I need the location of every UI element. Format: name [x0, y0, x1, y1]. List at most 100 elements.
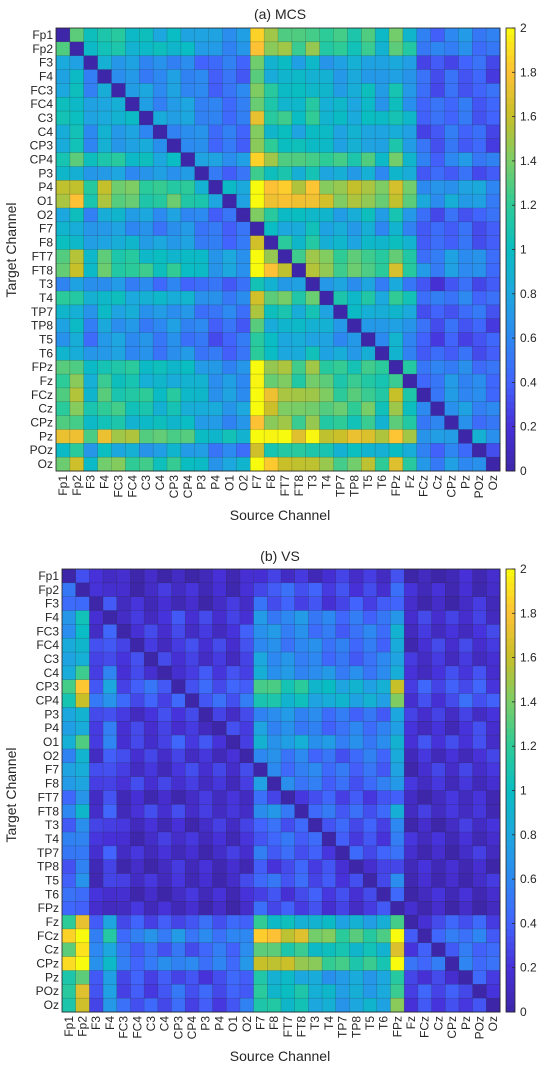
heatmap-cell: [362, 637, 378, 653]
heatmap-cell: [267, 790, 282, 805]
y-tick-label: T6: [45, 887, 59, 901]
heatmap-cell: [157, 887, 173, 902]
heatmap-cell: [61, 637, 77, 653]
heatmap-cell: [321, 651, 337, 667]
heatmap-cell: [75, 707, 90, 722]
heatmap-cell: [361, 346, 376, 361]
heatmap-cell: [390, 845, 405, 861]
heatmap-cell: [194, 138, 210, 154]
heatmap-cell: [171, 651, 186, 667]
heatmap-cell: [444, 69, 459, 84]
heatmap-cell: [263, 360, 279, 375]
heatmap-cell: [253, 914, 268, 930]
colorbar-segment: [506, 658, 515, 667]
heatmap-cell: [267, 707, 282, 722]
heatmap-cell: [388, 207, 404, 223]
heatmap-cell: [97, 96, 113, 112]
x-tick-label: T5: [361, 475, 375, 489]
heatmap-cell: [349, 651, 364, 667]
heatmap-cell: [171, 831, 186, 847]
y-tick-label: C4: [44, 666, 60, 680]
heatmap-cell: [403, 568, 419, 584]
heatmap-cell: [431, 859, 446, 875]
y-tick-label: TP7: [31, 305, 53, 319]
heatmap-cell: [208, 443, 224, 458]
heatmap-cell: [116, 596, 131, 612]
heatmap-cell: [430, 166, 446, 181]
colorbar-tick-label: 0.6: [520, 331, 537, 345]
heatmap-cell: [305, 249, 321, 264]
heatmap-cell: [486, 610, 501, 625]
heatmap-cell: [308, 984, 323, 999]
heatmap-cell: [116, 873, 131, 888]
heatmap-cell: [180, 124, 196, 140]
x-tick-label: Fz: [403, 475, 417, 488]
heatmap-cell: [61, 942, 77, 958]
colorbar-tick-label: 0: [520, 1005, 527, 1019]
heatmap-cell: [97, 373, 113, 389]
heatmap-cell: [139, 235, 154, 251]
heatmap-cell: [198, 859, 214, 875]
chart-title: (b) VS: [260, 548, 300, 564]
heatmap-cell: [403, 776, 419, 792]
heatmap-cell: [308, 928, 323, 944]
heatmap-cell: [198, 887, 214, 902]
colorbar-segment: [506, 180, 515, 188]
heatmap-cell: [291, 373, 307, 389]
heatmap-cell: [89, 956, 104, 972]
heatmap-cell: [253, 610, 268, 625]
heatmap-cell: [431, 804, 446, 819]
heatmap-cell: [130, 679, 145, 695]
heatmap-cell: [472, 831, 487, 847]
heatmap-cell: [69, 304, 85, 320]
heatmap-cell: [208, 373, 224, 389]
heatmap-cell: [376, 804, 392, 819]
heatmap-cell: [226, 887, 241, 902]
heatmap-cell: [361, 69, 376, 84]
heatmap-cell: [171, 790, 186, 805]
heatmap-cell: [349, 873, 364, 888]
heatmap-cell: [166, 110, 182, 126]
heatmap-cell: [445, 997, 460, 1013]
heatmap-cell: [61, 831, 77, 847]
heatmap-cell: [319, 346, 335, 361]
heatmap-cell: [280, 582, 296, 598]
heatmap-cell: [236, 304, 251, 320]
heatmap-cell: [139, 332, 154, 347]
heatmap-cell: [139, 360, 154, 375]
heatmap-cell: [472, 928, 487, 944]
heatmap-cell: [362, 568, 378, 584]
heatmap-cell: [430, 83, 446, 98]
heatmap-cell: [194, 332, 210, 347]
heatmap-cell: [125, 456, 140, 472]
heatmap-cell: [253, 928, 268, 944]
y-tick-label: CP3: [30, 139, 54, 153]
heatmap-cell: [347, 166, 362, 181]
x-tick-label: CPz: [444, 475, 458, 498]
y-tick-label: O1: [37, 194, 53, 208]
heatmap-cell: [444, 360, 459, 375]
heatmap-cell: [166, 401, 182, 417]
heatmap-cell: [444, 96, 459, 112]
heatmap-cell: [222, 110, 237, 126]
heatmap-cell: [458, 415, 473, 431]
y-tick-label: FT8: [32, 263, 54, 277]
heatmap-cell: [236, 346, 251, 361]
heatmap-cell: [125, 221, 140, 237]
heatmap-cell: [212, 568, 227, 584]
heatmap-cell: [89, 582, 104, 598]
heatmap-cell: [102, 624, 118, 639]
heatmap-cell: [308, 707, 323, 722]
heatmap-cell: [349, 734, 364, 750]
heatmap-cell: [472, 180, 487, 195]
heatmap-cell: [402, 124, 418, 140]
heatmap-cell: [458, 152, 473, 167]
heatmap-cell: [390, 693, 405, 708]
heatmap-cell: [139, 387, 154, 403]
heatmap-cell: [171, 762, 186, 778]
heatmap-cell: [250, 235, 265, 251]
heatmap-cell: [280, 790, 296, 805]
heatmap-cell: [280, 610, 296, 625]
heatmap-cell: [75, 984, 90, 999]
heatmap-cell: [239, 914, 255, 930]
